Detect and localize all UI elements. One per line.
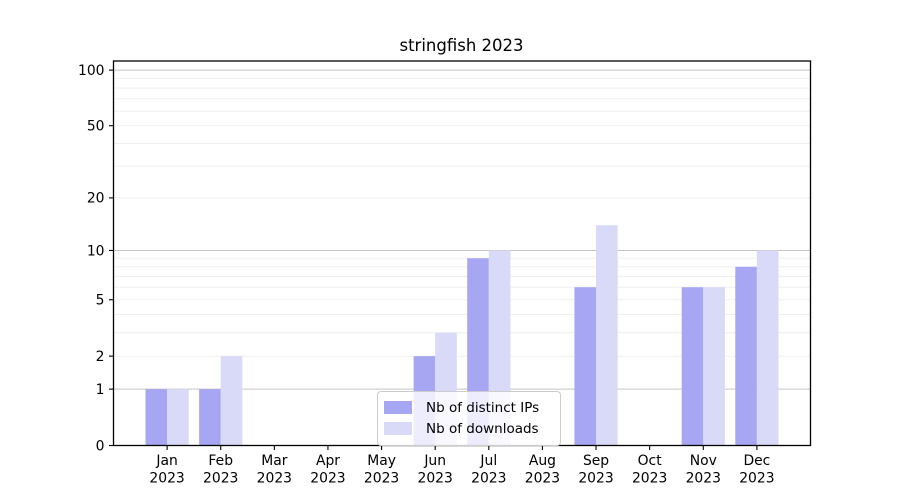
y-axis-tick-label: 20 — [87, 191, 105, 207]
bar-downloads — [756, 250, 779, 446]
legend-swatch-distinct-ips — [384, 401, 412, 414]
bar-distinct-ips — [199, 389, 221, 446]
x-axis-tick-label: Apr 2023 — [310, 453, 345, 487]
bar-downloads — [220, 356, 243, 446]
y-axis-tick-label: 10 — [87, 243, 105, 259]
legend: Nb of distinct IPs Nb of downloads — [377, 391, 561, 446]
x-axis-tick-label: Mar 2023 — [257, 453, 292, 487]
x-axis-tick-label: May 2023 — [364, 453, 399, 487]
x-axis-tick-label: Jun 2023 — [418, 453, 453, 487]
chart-title: stringfish 2023 — [399, 36, 524, 55]
bar-distinct-ips — [574, 287, 597, 446]
bar-distinct-ips — [145, 389, 168, 446]
bar-distinct-ips — [735, 266, 757, 446]
legend-swatch-downloads — [384, 422, 412, 435]
legend-label-downloads: Nb of downloads — [426, 420, 539, 437]
x-axis-tick-label: Jan 2023 — [149, 453, 184, 487]
x-axis-tick-label: Feb 2023 — [203, 453, 238, 487]
x-axis-tick-label: Nov 2023 — [686, 453, 721, 487]
x-axis-tick-label: Oct 2023 — [632, 453, 667, 487]
legend-item-downloads: Nb of downloads — [384, 418, 552, 439]
y-axis-tick-label: 1 — [96, 382, 105, 398]
bar-downloads — [167, 389, 189, 446]
y-axis-tick-label: 0 — [96, 438, 105, 454]
bar-downloads — [703, 287, 725, 446]
x-axis-tick-label: Aug 2023 — [525, 453, 560, 487]
bar-distinct-ips — [681, 287, 704, 446]
x-axis-tick-label: Dec 2023 — [739, 453, 774, 487]
y-axis-tick-label: 100 — [78, 63, 105, 79]
bar-downloads — [596, 225, 618, 446]
x-axis-tick-label: Jul 2023 — [471, 453, 506, 487]
y-axis-tick-label: 5 — [96, 293, 105, 309]
y-axis-tick-label: 2 — [96, 349, 105, 365]
legend-item-distinct-ips: Nb of distinct IPs — [384, 397, 552, 418]
x-axis-tick-label: Sep 2023 — [578, 453, 613, 487]
y-axis-tick-label: 50 — [87, 119, 105, 135]
legend-label-distinct-ips: Nb of distinct IPs — [426, 399, 540, 416]
